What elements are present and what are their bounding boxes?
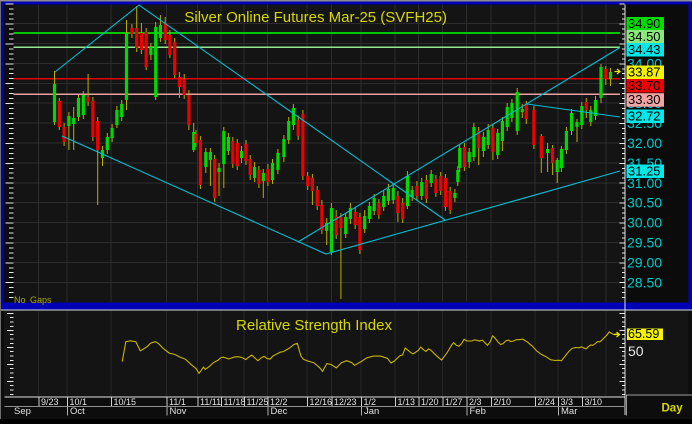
svg-text:34.90: 34.90 [628,16,661,31]
svg-text:34.50: 34.50 [628,29,661,44]
svg-text:Silver Online Futures Mar-25 (: Silver Online Futures Mar-25 (SVFH25) [184,9,447,26]
svg-text:1/13: 1/13 [398,397,416,407]
svg-text:28.50: 28.50 [627,274,662,290]
svg-text:50: 50 [628,343,644,359]
svg-text:29.00: 29.00 [627,254,662,270]
svg-text:10/1: 10/1 [70,397,88,407]
svg-text:Mar: Mar [561,406,577,417]
svg-text:2/10: 2/10 [494,397,512,407]
svg-text:Oct: Oct [70,406,85,417]
svg-text:33.87: 33.87 [628,65,661,80]
svg-text:Jan: Jan [364,406,379,417]
svg-text:12/23: 12/23 [334,397,357,407]
svg-text:65.59: 65.59 [628,327,659,341]
svg-text:3/3: 3/3 [561,397,574,407]
svg-text:9/23: 9/23 [41,397,59,407]
svg-text:31.25: 31.25 [628,164,661,179]
svg-text:Dec: Dec [271,406,288,417]
svg-text:11/1: 11/1 [169,397,186,407]
svg-text:Feb: Feb [470,406,486,417]
svg-text:2/3: 2/3 [469,397,482,407]
svg-text:3/10: 3/10 [585,397,603,407]
svg-text:10/15: 10/15 [114,397,137,407]
svg-text:33.70: 33.70 [628,78,661,93]
svg-text:1/2: 1/2 [364,397,377,407]
svg-text:33.30: 33.30 [628,92,661,107]
svg-text:Relative Strength Index: Relative Strength Index [236,317,392,334]
svg-text:2/24: 2/24 [538,397,556,407]
svg-text:31.00: 31.00 [627,175,662,191]
svg-text:32.72: 32.72 [628,109,661,124]
svg-text:30.00: 30.00 [627,215,662,231]
svg-text:11/25: 11/25 [247,397,269,407]
svg-text:Sep: Sep [14,406,31,417]
svg-text:12/16: 12/16 [310,397,333,407]
svg-text:Nov: Nov [170,406,187,417]
svg-text:12/2: 12/2 [270,397,288,407]
svg-text:30.50: 30.50 [627,195,662,211]
svg-text:11/18: 11/18 [224,397,246,407]
svg-text:No Gaps: No Gaps [14,295,52,305]
svg-text:32.00: 32.00 [627,135,662,151]
svg-text:1/27: 1/27 [445,397,463,407]
svg-text:34.43: 34.43 [628,42,661,57]
svg-text:1/20: 1/20 [421,397,439,407]
svg-text:11/11: 11/11 [200,397,221,407]
svg-text:29.50: 29.50 [627,235,662,251]
svg-text:Day: Day [662,403,684,415]
